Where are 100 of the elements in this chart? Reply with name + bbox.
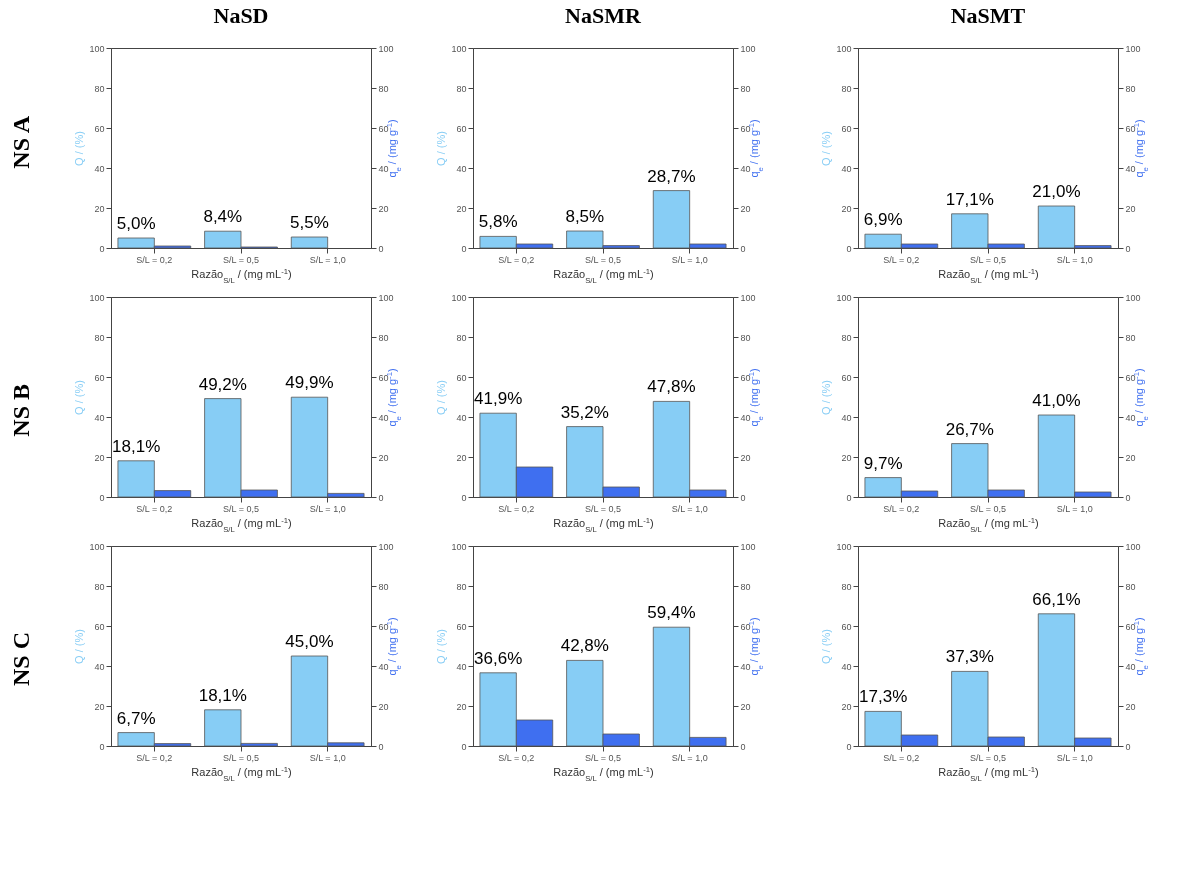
y2-tick-label: 40 [1125, 661, 1136, 672]
x-tick-label: S/L = 1,0 [1056, 752, 1093, 763]
y-tick-label: 0 [461, 243, 467, 254]
y-axis-title: Q / (%) [820, 629, 833, 664]
y2-tick-label: 100 [378, 541, 394, 552]
x-axis-title: Razão$_{S/L}$ / (mg mL$^{-1}$) [938, 266, 1039, 284]
data-label: 35,2% [560, 402, 609, 422]
y-tick-label: 100 [451, 292, 467, 303]
y-tick-label: 0 [99, 243, 105, 254]
x-tick-label: S/L = 0,5 [970, 254, 1006, 265]
chart-title: NaSD [213, 3, 269, 28]
y-tick-label: 60 [94, 123, 105, 134]
chart-title: NaSMR [565, 3, 642, 28]
data-label: 17,3% [859, 687, 908, 707]
y2-tick-label: 80 [1125, 83, 1136, 94]
data-label: 28,7% [647, 166, 696, 186]
x-tick-label: S/L = 0,5 [585, 503, 621, 514]
y-tick-label: 60 [841, 372, 852, 383]
y-tick-label: 40 [94, 163, 105, 174]
data-label: 5,0% [116, 214, 156, 233]
x-axis-title: Razão$_{S/L}$ / (mg mL$^{-1}$) [553, 764, 654, 782]
y-tick-label: 80 [94, 581, 105, 592]
y2-tick-label: 80 [740, 83, 751, 94]
y2-tick-label: 20 [378, 701, 389, 712]
y-tick-label: 40 [841, 163, 852, 174]
y2-tick-label: 40 [740, 661, 751, 672]
y-tick-label: 40 [841, 412, 852, 423]
y-tick-label: 60 [94, 621, 105, 632]
y-tick-label: 20 [94, 203, 105, 214]
x-tick-label: S/L = 0,2 [883, 254, 920, 265]
y-tick-label: 100 [836, 43, 852, 54]
x-tick-label: S/L = 1,0 [309, 254, 346, 265]
x-axis-title: Razão$_{S/L}$ / (mg mL$^{-1}$) [553, 515, 654, 533]
data-label: 21,0% [1032, 182, 1081, 201]
y-tick-label: 40 [456, 163, 467, 174]
y-tick-label: 60 [841, 123, 852, 134]
x-tick-label: S/L = 1,0 [1056, 254, 1093, 265]
x-tick-label: S/L = 1,0 [671, 752, 708, 763]
y-axis-title: Q / (%) [73, 629, 86, 664]
y-axis-title: Q / (%) [820, 131, 833, 166]
x-tick-label: S/L = 0,5 [223, 752, 259, 763]
x-tick-label: S/L = 0,2 [136, 503, 173, 514]
x-axis-title: Razão$_{S/L}$ / (mg mL$^{-1}$) [938, 515, 1039, 533]
y-tick-label: 80 [94, 83, 105, 94]
y2-tick-label: 20 [1125, 203, 1136, 214]
y2-tick-label: 20 [740, 452, 751, 463]
y-tick-label: 60 [94, 372, 105, 383]
x-tick-label: S/L = 0,2 [498, 503, 535, 514]
y-tick-label: 100 [836, 541, 852, 552]
y2-tick-label: 0 [1125, 492, 1131, 503]
x-tick-label: S/L = 1,0 [671, 503, 708, 514]
x-tick-label: S/L = 0,2 [136, 752, 173, 763]
data-label: 37,3% [945, 647, 994, 667]
text: NS C [8, 632, 35, 687]
y-tick-label: 0 [846, 243, 852, 254]
y2-tick-label: 80 [378, 83, 389, 94]
y-tick-label: 40 [456, 412, 467, 423]
y2-tick-label: 100 [1125, 292, 1141, 303]
data-label: 8,4% [203, 207, 243, 227]
y2-tick-label: 80 [740, 581, 751, 592]
data-label: 5,5% [290, 213, 329, 232]
data-label: 59,4% [647, 603, 696, 623]
y-tick-label: 80 [456, 581, 467, 592]
y-tick-label: 0 [461, 492, 467, 503]
data-label: 49,2% [198, 374, 247, 394]
y-tick-label: 0 [99, 741, 105, 752]
y2-tick-label: 0 [378, 243, 384, 254]
y-tick-label: 40 [94, 412, 105, 423]
data-label: 6,9% [863, 210, 903, 230]
x-axis-title: Razão$_{S/L}$ / (mg mL$^{-1}$) [553, 266, 654, 284]
y2-tick-label: 80 [1125, 332, 1136, 343]
y-tick-label: 20 [841, 203, 852, 214]
x-tick-label: S/L = 0,5 [970, 752, 1006, 763]
y2-tick-label: 100 [740, 43, 756, 54]
x-tick-label: S/L = 1,0 [309, 752, 346, 763]
y-tick-label: 40 [456, 661, 467, 672]
y2-tick-label: 40 [1125, 412, 1136, 423]
y2-tick-label: 0 [1125, 741, 1131, 752]
x-tick-label: S/L = 0,2 [883, 503, 920, 514]
y2-tick-label: 40 [378, 661, 389, 672]
x-tick-label: S/L = 1,0 [1056, 503, 1093, 514]
y-tick-label: 80 [841, 83, 852, 94]
y-tick-label: 20 [456, 701, 467, 712]
y-tick-label: 100 [451, 541, 467, 552]
x-axis-title: Razão$_{S/L}$ / (mg mL$^{-1}$) [191, 764, 292, 782]
data-label: 36,6% [474, 648, 523, 668]
y-tick-label: 100 [836, 292, 852, 303]
y2-tick-label: 80 [740, 332, 751, 343]
y-tick-label: 100 [89, 541, 105, 552]
x-tick-label: S/L = 0,2 [883, 752, 920, 763]
y2-tick-label: 20 [1125, 452, 1136, 463]
y2-tick-label: 20 [1125, 701, 1136, 712]
data-label: 5,8% [478, 212, 518, 232]
y-tick-label: 20 [456, 203, 467, 214]
data-label: 41,0% [1032, 391, 1081, 410]
x-tick-label: S/L = 0,5 [223, 254, 259, 265]
y-tick-label: 0 [846, 741, 852, 752]
data-label: 49,9% [285, 373, 334, 393]
data-label: 26,7% [945, 419, 994, 439]
y-tick-label: 20 [94, 701, 105, 712]
